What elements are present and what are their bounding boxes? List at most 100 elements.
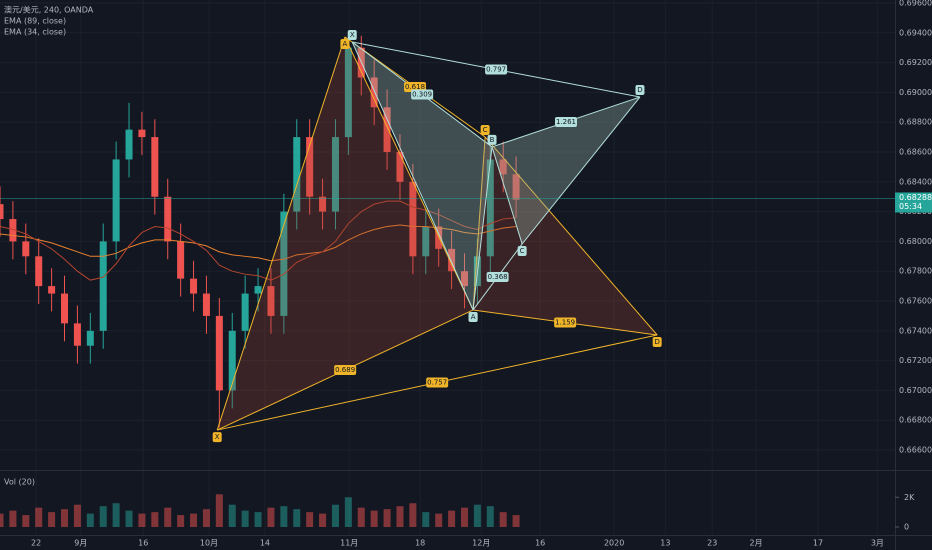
volume-bar [228, 504, 236, 527]
volume-bar [190, 513, 198, 527]
volume-bar [73, 504, 81, 527]
volume-bar [435, 513, 443, 527]
ratio-label: 0.757 [427, 379, 447, 387]
x-tick-label: 2020 [604, 539, 624, 548]
ratio-label: 0.689 [335, 366, 355, 374]
volume-bar [9, 510, 17, 527]
indicator-label: EMA (34, close) [4, 28, 66, 37]
y-tick-label: 0.67200 [899, 356, 932, 365]
volume-bar [99, 506, 107, 527]
x-tick-label: 22 [31, 539, 41, 548]
point-box [212, 432, 222, 443]
candle-body [241, 293, 249, 331]
ratio-label: 1.261 [556, 118, 576, 126]
candle-body [293, 137, 301, 212]
ratio-label: 1.159 [555, 318, 575, 326]
candle-body [48, 286, 56, 294]
pattern-leg [344, 36, 474, 311]
volume-bar [254, 512, 262, 527]
point-box [517, 245, 527, 256]
candle-body [112, 159, 120, 242]
ratio-box [486, 271, 509, 282]
x-tick-label: 23 [707, 539, 717, 548]
volume-bar [86, 513, 94, 527]
pattern-leg [351, 41, 474, 311]
candle-body [460, 271, 468, 287]
candle-body [22, 241, 30, 257]
indicator-label: EMA (89, close) [4, 17, 66, 26]
candle-body [422, 226, 430, 257]
volume-bar [151, 512, 159, 527]
point-label: X [350, 31, 355, 39]
candle-body [86, 330, 94, 346]
volume-bar [61, 509, 69, 527]
ratio-box [485, 64, 508, 75]
point-label: X [215, 433, 220, 441]
x-tick-label: 14 [260, 539, 270, 548]
point-label: C [520, 247, 525, 255]
volume-bar [357, 507, 365, 527]
y-tick-label: 0.68400 [899, 177, 932, 186]
candle-body [254, 286, 262, 294]
point-box [468, 311, 478, 322]
y-tick-label: 0.69000 [899, 88, 932, 97]
x-tick-label: 2月 [750, 539, 763, 548]
volume-tick-label: 0 [904, 523, 909, 532]
volume-bar [396, 506, 404, 527]
candle-body [0, 204, 4, 220]
ratio-box [554, 116, 577, 127]
pattern-leg [472, 146, 493, 311]
candle-body [319, 196, 327, 212]
volume-bar [0, 513, 4, 527]
candle-body [138, 129, 146, 138]
point-label: A [471, 313, 476, 321]
volume-bar [267, 507, 275, 527]
pattern-fill [473, 136, 658, 335]
ratio-label: 0.618 [405, 83, 425, 91]
point-label: A [343, 40, 348, 48]
volume-bar [344, 497, 352, 527]
y-tick-label: 0.66800 [899, 416, 932, 425]
candle-body [499, 159, 507, 175]
point-label: B [490, 136, 495, 144]
volume-bar [177, 515, 185, 527]
volume-bar [138, 513, 146, 527]
point-label: D [637, 86, 642, 94]
pattern-leg [491, 146, 523, 245]
x-tick-label: 18 [415, 539, 425, 548]
volume-bar [293, 509, 301, 527]
ratio-box [404, 81, 427, 92]
candle-body [409, 181, 417, 257]
candle-body [190, 278, 198, 294]
candle-body [396, 151, 404, 182]
y-tick-label: 0.67600 [899, 297, 932, 306]
ratio-box [554, 317, 577, 328]
candle-body [383, 107, 391, 152]
volume-bar [422, 512, 430, 527]
volume-title: Vol (20) [4, 478, 35, 487]
candle-body [215, 315, 223, 391]
ratio-box [334, 365, 357, 376]
last-price-box [895, 192, 932, 213]
point-box [487, 134, 497, 145]
point-box [480, 124, 490, 135]
candle-body [486, 159, 494, 257]
candle-body [344, 47, 352, 138]
y-tick-label: 0.68800 [899, 118, 932, 127]
pattern-fill [352, 42, 493, 310]
volume-bar [448, 510, 456, 527]
y-tick-label: 0.68600 [899, 147, 932, 156]
ratio-label: 0.368 [488, 273, 508, 281]
x-tick-label: 13 [660, 539, 670, 548]
x-tick-label: 17 [813, 539, 823, 548]
candle-body [280, 211, 288, 316]
ratio-box [411, 89, 434, 100]
x-tick-label: 11月 [340, 539, 358, 548]
volume-bar [48, 512, 56, 527]
candle-body [512, 174, 520, 200]
x-tick-label: 10月 [200, 539, 218, 548]
candle-body [228, 330, 236, 391]
volume-bar [331, 504, 339, 527]
volume-bar [473, 504, 481, 527]
candle-body [177, 241, 185, 279]
